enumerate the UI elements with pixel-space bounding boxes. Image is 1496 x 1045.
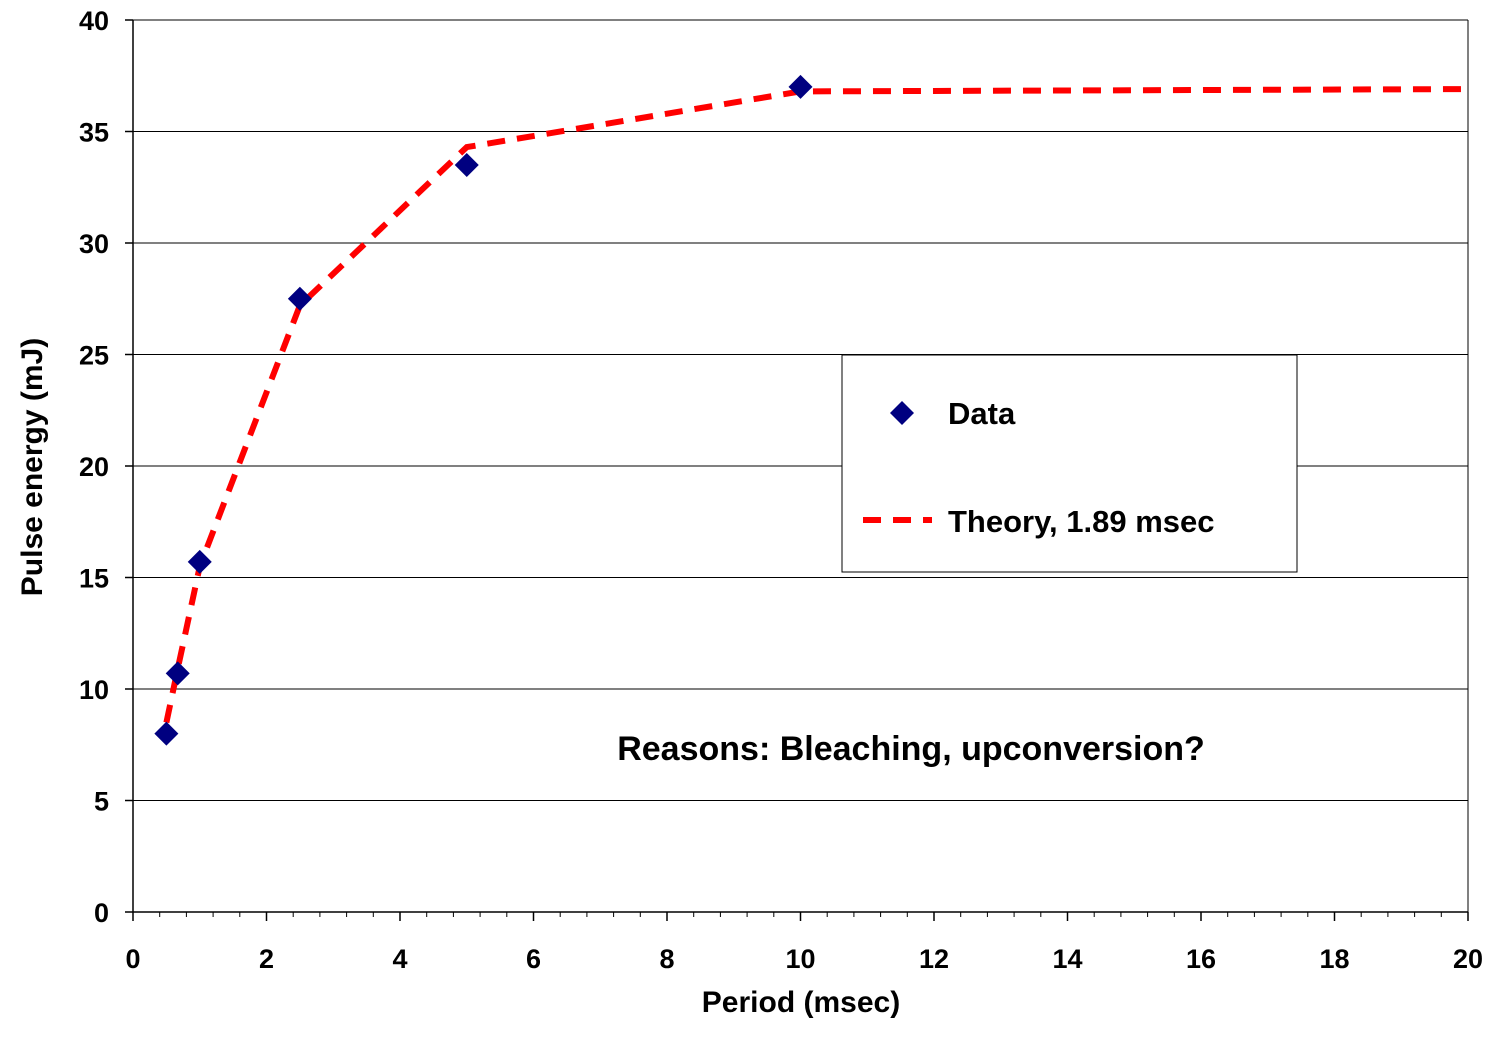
data-point <box>154 721 179 746</box>
y-tick-label-35: 35 <box>79 118 109 148</box>
x-tick-label-20: 20 <box>1453 944 1483 974</box>
data-point <box>454 152 479 177</box>
data-point <box>287 286 312 311</box>
x-axis-title: Period (msec) <box>702 986 900 1019</box>
x-tick-label-4: 4 <box>392 944 407 974</box>
x-tick-label-12: 12 <box>919 944 949 974</box>
x-tick-label-14: 14 <box>1052 944 1082 974</box>
y-tick-label-0: 0 <box>94 898 109 928</box>
y-tick-label-15: 15 <box>79 564 109 594</box>
x-tick-label-18: 18 <box>1319 944 1349 974</box>
axes <box>125 19 1469 921</box>
tick-labels: 0 5 10 15 20 25 30 35 40 0 2 4 6 8 10 12 14 16 18 20 <box>79 6 1483 974</box>
x-tick-label-0: 0 <box>125 944 140 974</box>
annotation-text: Reasons: Bleaching, upconversion? <box>617 730 1205 768</box>
y-tick-label-25: 25 <box>79 341 109 371</box>
data-point <box>165 661 190 686</box>
x-tick-label-8: 8 <box>659 944 674 974</box>
y-tick-label-20: 20 <box>79 452 109 482</box>
legend-data-label: Data <box>948 396 1016 431</box>
legend-theory-label: Theory, 1.89 msec <box>948 504 1215 539</box>
data-point <box>788 74 813 99</box>
legend-data-marker <box>890 401 914 425</box>
y-tick-label-5: 5 <box>94 787 109 817</box>
y-tick-label-30: 30 <box>79 229 109 259</box>
gridlines <box>133 19 1468 801</box>
x-tick-label-10: 10 <box>785 944 815 974</box>
data-series <box>154 74 813 746</box>
y-axis-title: Pulse energy (mJ) <box>16 338 49 596</box>
x-tick-label-2: 2 <box>259 944 274 974</box>
legend-box <box>841 354 1298 573</box>
x-tick-label-16: 16 <box>1186 944 1216 974</box>
y-tick-label-10: 10 <box>79 675 109 705</box>
data-point <box>187 549 212 574</box>
legend: Data Theory, 1.89 msec <box>841 354 1298 573</box>
x-tick-label-6: 6 <box>526 944 541 974</box>
y-tick-label-40: 40 <box>79 6 109 36</box>
